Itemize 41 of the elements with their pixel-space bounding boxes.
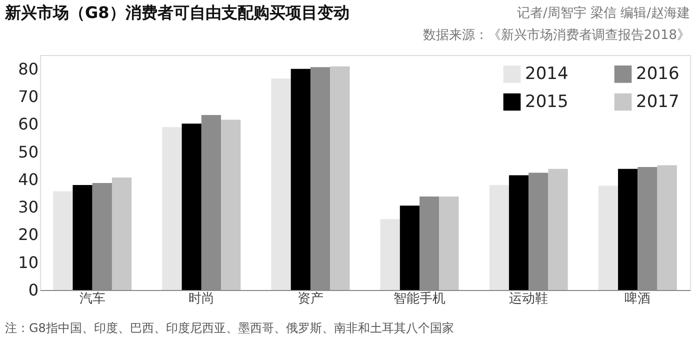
bar [162,127,182,290]
bar [53,191,73,290]
x-tick-label: 智能手机 [394,292,446,306]
bar [400,206,420,290]
y-tick-label: 60 [18,114,38,134]
bar [618,168,638,290]
bar [72,184,92,290]
y-tick-label: 0 [28,280,38,300]
bar [598,186,618,290]
y-tick-label: 20 [18,225,38,244]
bar [112,177,132,290]
bar [221,120,241,290]
bar [508,175,529,290]
bar [380,218,400,290]
y-tick-label: 80 [18,59,38,78]
y-tick-label: 40 [18,170,38,189]
bar [548,168,568,290]
y-tick-label: 70 [18,86,38,106]
y-tick-label: 30 [18,198,38,217]
bar [657,165,677,290]
legend-label: 2015 [525,92,568,112]
x-tick-label: 资产 [297,292,324,306]
x-tick-label: 汽车 [79,292,106,306]
legend-label: 2016 [636,64,680,84]
legend-label: 2014 [525,64,568,84]
y-tick-label: 50 [18,142,38,162]
legend-label: 2017 [636,92,680,112]
x-tick-label: 时尚 [188,292,214,306]
source-note: 数据来源：《新兴市场消费者调查报告2018》 [422,28,690,43]
text: 注：G8指中国、印度、巴西、印度尼西亚、墨西哥、俄罗斯、南非和土耳其八个国家 [5,321,454,335]
chart-title: 新兴市场（G8）消费者可自由支配购买项目变动 [4,3,350,22]
x-tick-label: 运动鞋 [509,292,548,306]
bar [439,196,459,290]
bar [290,68,310,290]
bar [489,184,509,290]
bar [182,124,202,290]
y-tick-label: 10 [18,252,38,272]
bar [330,66,350,290]
x-tick-label: 啤酒 [624,292,651,306]
bar [271,78,291,290]
text: 记者/周智宇 梁信 编辑/赵海建 [516,5,690,21]
